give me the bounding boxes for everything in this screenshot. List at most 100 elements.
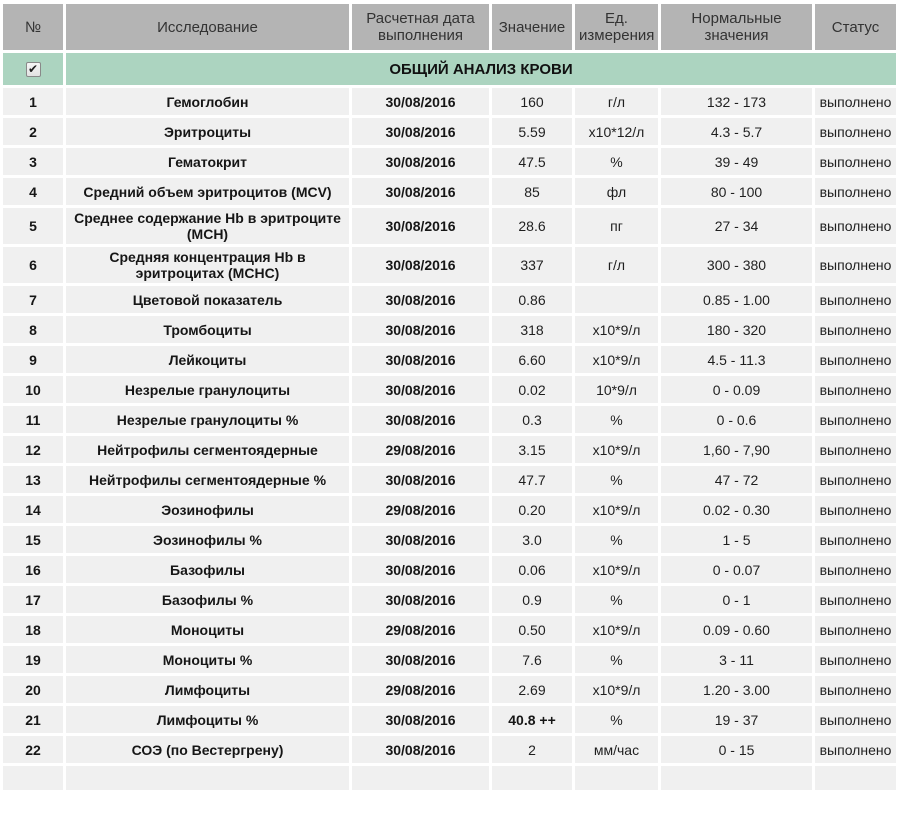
cell-unit: % [575, 706, 658, 733]
cell-name: Средний объем эритроцитов (MCV) [66, 178, 349, 205]
cell-normal: 80 - 100 [661, 178, 812, 205]
cell-name: Цветовой показатель [66, 286, 349, 313]
cell-unit: 10*9/л [575, 376, 658, 403]
cell-num: 1 [3, 88, 63, 115]
cell-normal: 1 - 5 [661, 526, 812, 553]
cell-unit: г/л [575, 247, 658, 283]
cell-unit: мм/час [575, 736, 658, 763]
cell-date: 30/08/2016 [352, 88, 489, 115]
cell-num: 6 [3, 247, 63, 283]
table-row: 17 Базофилы % 30/08/2016 0.9% 0 - 1 выполнено [3, 586, 896, 613]
cell-name: Базофилы [66, 556, 349, 583]
cell-normal: 1,60 - 7,90 [661, 436, 812, 463]
cell-name: Нейтрофилы сегментоядерные % [66, 466, 349, 493]
cell-num: 20 [3, 676, 63, 703]
cell-value: 7.6 [492, 646, 572, 673]
cell-date: 30/08/2016 [352, 466, 489, 493]
cell-status: выполнено [815, 346, 896, 373]
lab-results-table: № Исследование Расчетная дата выполнения Зн… [0, 1, 899, 793]
table-row: 15 Эозинофилы % 30/08/2016 3.0% 1 - 5 выполне… [3, 526, 896, 553]
cell-status: выполнено [815, 208, 896, 244]
cell-normal: 19 - 37 [661, 706, 812, 733]
cell-value: 47.7 [492, 466, 572, 493]
cell-value: 0.20 [492, 496, 572, 523]
cell-date: 30/08/2016 [352, 208, 489, 244]
table-row: 21 Лимфоциты % 30/08/2016 40.8 ++% 19 - 37 вы… [3, 706, 896, 733]
cell-unit: % [575, 466, 658, 493]
cell-date: 30/08/2016 [352, 706, 489, 733]
cell-normal: 300 - 380 [661, 247, 812, 283]
section-checkbox[interactable] [25, 62, 41, 78]
header-row: № Исследование Расчетная дата выполнения Зн… [3, 4, 896, 50]
table-row: 3 Гематокрит 30/08/2016 47.5% 39 - 49 выполне… [3, 148, 896, 175]
cell-num: 12 [3, 436, 63, 463]
cell-normal: 0.02 - 0.30 [661, 496, 812, 523]
cell-unit [575, 286, 658, 313]
cell-normal: 4.5 - 11.3 [661, 346, 812, 373]
cell-unit: % [575, 646, 658, 673]
cell-status: выполнено [815, 88, 896, 115]
cell-normal: 1.20 - 3.00 [661, 676, 812, 703]
cell-unit: х10*9/л [575, 556, 658, 583]
cell-status: выполнено [815, 286, 896, 313]
cell-num: 10 [3, 376, 63, 403]
cell-name: Среднее содержание Hb в эритроците (MCH) [66, 208, 349, 244]
cell-name: Незрелые гранулоциты % [66, 406, 349, 433]
cell-unit: х10*9/л [575, 316, 658, 343]
cell-status: выполнено [815, 178, 896, 205]
cell-value: 2 [492, 736, 572, 763]
cell-unit: % [575, 406, 658, 433]
cell-name: Моноциты % [66, 646, 349, 673]
cell-unit [575, 766, 658, 790]
cell-status: выполнено [815, 706, 896, 733]
results-body: ОБЩИЙ АНАЛИЗ КРОВИ 1Гемоглобин30/08/2016… [3, 53, 896, 790]
cell-date: 30/08/2016 [352, 148, 489, 175]
cell-name: Гематокрит [66, 148, 349, 175]
cell-name: Лимфоциты % [66, 706, 349, 733]
cell-value: 5.59 [492, 118, 572, 145]
cell-date: 30/08/2016 [352, 118, 489, 145]
cell-date: 30/08/2016 [352, 178, 489, 205]
cell-status: выполнено [815, 496, 896, 523]
cell-value: 40.8 ++ [492, 706, 572, 733]
cell-num: 13 [3, 466, 63, 493]
cell-status: выполнено [815, 736, 896, 763]
cell-value: 0.50 [492, 616, 572, 643]
cell-value: 0.02 [492, 376, 572, 403]
cell-date: 29/08/2016 [352, 676, 489, 703]
cell-num: 8 [3, 316, 63, 343]
cell-status: выполнено [815, 616, 896, 643]
cell-status: выполнено [815, 247, 896, 283]
cell-status: выполнено [815, 148, 896, 175]
cell-date: 30/08/2016 [352, 316, 489, 343]
table-row: 11 Незрелые гранулоциты % 30/08/2016 0.3% 0 … [3, 406, 896, 433]
section-checkbox-cell [3, 53, 63, 85]
cell-value: 85 [492, 178, 572, 205]
cell-num: 14 [3, 496, 63, 523]
cell-status: выполнено [815, 118, 896, 145]
cell-name: Лимфоциты [66, 676, 349, 703]
cell-status: выполнено [815, 376, 896, 403]
table-row: 20 Лимфоциты 29/08/2016 2.69 х10*9/л 1.20 - 3… [3, 676, 896, 703]
cell-num: 9 [3, 346, 63, 373]
cell-name: Нейтрофилы сегментоядерные [66, 436, 349, 463]
table-row: 10 Незрелые гранулоциты 30/08/2016 0.02 10*9… [3, 376, 896, 403]
cell-num: 7 [3, 286, 63, 313]
cell-name: Средняя концентрация Hb в эритроцитах (M… [66, 247, 349, 283]
cell-status: выполнено [815, 406, 896, 433]
cell-name: СОЭ (по Вестергрену) [66, 736, 349, 763]
table-row: 8 Тромбоциты 30/08/2016 318 х10*9/л 180 - 320… [3, 316, 896, 343]
cell-normal: 0 - 15 [661, 736, 812, 763]
cell-num: 17 [3, 586, 63, 613]
cell-status: выполнено [815, 316, 896, 343]
cell-status: выполнено [815, 526, 896, 553]
cell-value: 28.6 [492, 208, 572, 244]
cell-unit: х10*9/л [575, 436, 658, 463]
cell-unit: х10*9/л [575, 496, 658, 523]
cell-value: 0.3 [492, 406, 572, 433]
cell-num: 2 [3, 118, 63, 145]
cell-normal: 39 - 49 [661, 148, 812, 175]
cell-date: 30/08/2016 [352, 736, 489, 763]
cell-status [815, 766, 896, 790]
